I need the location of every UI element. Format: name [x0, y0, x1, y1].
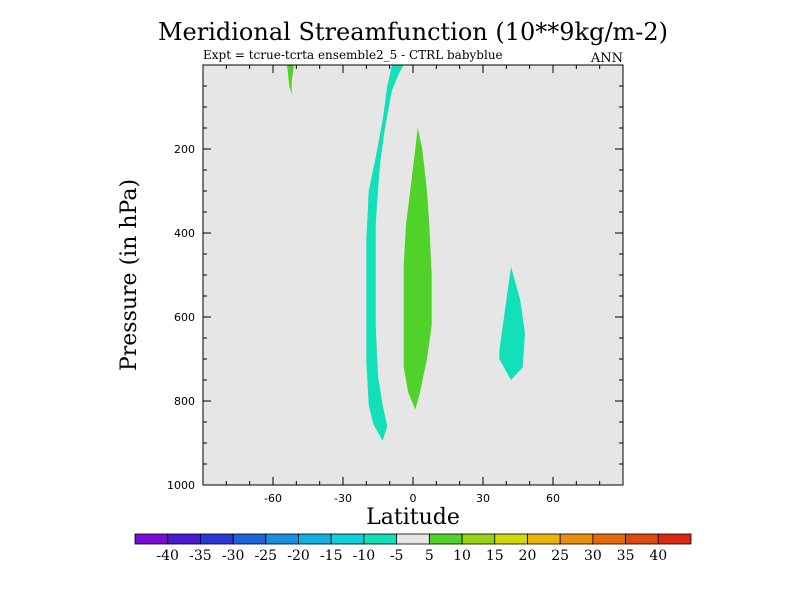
- colorbar-label: 10: [453, 548, 471, 564]
- colorbar-swatch: [330, 533, 365, 545]
- colorbar-swatch: [494, 533, 528, 545]
- colorbar-label: -15: [320, 548, 343, 564]
- colorbar-swatch: [559, 533, 594, 545]
- colorbar-label: 25: [551, 548, 569, 564]
- y-tick-label: 800: [174, 395, 195, 408]
- contour-negative-cell-midlevel-north: [499, 266, 525, 380]
- colorbar-label: -10: [353, 548, 376, 564]
- colorbar-swatch: [657, 533, 692, 545]
- colorbar-swatch: [592, 533, 626, 545]
- colorbar-swatch: [428, 533, 463, 545]
- plot-area: [203, 65, 623, 485]
- colorbar-label: 40: [649, 548, 667, 564]
- contour-negative-cell-upper-south: [366, 65, 404, 441]
- colorbar-label: -30: [222, 548, 245, 564]
- colorbar-swatch: [298, 533, 332, 545]
- colorbar-label: 30: [584, 548, 602, 564]
- colorbar-label: 20: [519, 548, 537, 564]
- colorbar-swatch: [461, 533, 496, 545]
- y-tick-label: 200: [174, 143, 195, 156]
- colorbar-swatch: [527, 533, 561, 545]
- colorbar-label: -35: [189, 548, 212, 564]
- contour-positive-cell-tropics: [403, 128, 432, 410]
- colorbar-label: 35: [617, 548, 635, 564]
- colorbar-swatch: [265, 533, 299, 545]
- colorbar-label: 15: [486, 548, 504, 564]
- chart-subtitle: Expt = tcrue-tcrta ensemble2_5 - CTRL ba…: [203, 48, 503, 62]
- season-label: ANN: [590, 51, 623, 66]
- x-tick-label: 0: [410, 492, 417, 505]
- x-tick-label: -60: [264, 492, 282, 505]
- x-tick-label: 60: [546, 492, 560, 505]
- y-tick-label: 600: [174, 311, 195, 324]
- colorbar: -40 -35 -30 -25 -20 -15 -10 -5 5 10 15 20 25 30 35 40: [134, 533, 692, 564]
- x-tick-label: -30: [334, 492, 352, 505]
- colorbar-label: -25: [255, 548, 278, 564]
- colorbar-swatch: [200, 533, 234, 545]
- colorbar-swatch: [167, 533, 201, 545]
- y-tick-label: 1000: [167, 479, 195, 492]
- x-tick-label: 30: [476, 492, 490, 505]
- colorbar-label: -40: [156, 548, 179, 564]
- contour-positive-cell-southern-top: [287, 65, 294, 95]
- y-tick-label: 400: [174, 227, 195, 240]
- x-axis-label: Latitude: [366, 505, 460, 530]
- axes: -60 -30 0 30 60 200 400 600 800 1000: [167, 64, 624, 505]
- chart-title: Meridional Streamfunction (10**9kg/m-2): [158, 18, 668, 46]
- colorbar-swatch: [625, 533, 659, 545]
- colorbar-swatch: [232, 533, 267, 545]
- colorbar-label: 5: [425, 548, 434, 564]
- colorbar-swatch: [396, 533, 430, 545]
- colorbar-swatch: [134, 533, 169, 545]
- y-axis-label: Pressure (in hPa): [117, 179, 142, 371]
- colorbar-label: -5: [390, 548, 404, 564]
- colorbar-swatch: [363, 533, 398, 545]
- colorbar-label: -20: [287, 548, 310, 564]
